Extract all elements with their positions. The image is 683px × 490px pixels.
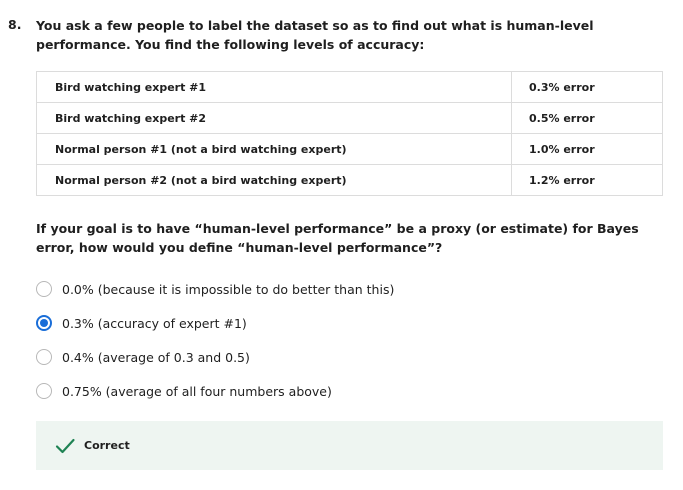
answer-option-2[interactable]: 0.3% (accuracy of expert #1) <box>34 306 634 340</box>
feedback-banner: Correct <box>36 421 663 470</box>
answer-options: 0.0% (because it is impossible to do bet… <box>34 272 634 408</box>
table-cell-label: Bird watching expert #1 <box>36 71 512 103</box>
answer-option-1[interactable]: 0.0% (because it is impossible to do bet… <box>34 272 634 306</box>
question-number: 8. <box>8 17 22 32</box>
checkmark-icon <box>55 438 75 453</box>
feedback-label: Correct <box>84 439 130 452</box>
table-cell-label: Normal person #2 (not a bird watching ex… <box>36 164 512 196</box>
table-cell-error: 0.5% error <box>511 102 663 134</box>
table-row: Normal person #1 (not a bird watching ex… <box>36 133 663 165</box>
option-label: 0.0% (because it is impossible to do bet… <box>62 281 395 297</box>
table-cell-label: Normal person #1 (not a bird watching ex… <box>36 133 512 165</box>
radio-button[interactable] <box>36 383 52 399</box>
table-cell-error: 1.2% error <box>511 164 663 196</box>
table-row: Bird watching expert #2 0.5% error <box>36 102 663 134</box>
table-cell-error: 0.3% error <box>511 71 663 103</box>
table-cell-label: Bird watching expert #2 <box>36 102 512 134</box>
option-label: 0.4% (average of 0.3 and 0.5) <box>62 349 250 365</box>
table-cell-error: 1.0% error <box>511 133 663 165</box>
answer-option-4[interactable]: 0.75% (average of all four numbers above… <box>34 374 634 408</box>
radio-button-selected[interactable] <box>36 315 52 331</box>
radio-button[interactable] <box>36 349 52 365</box>
accuracy-table: Bird watching expert #1 0.3% error Bird … <box>36 71 663 196</box>
question-prompt: If your goal is to have “human-level per… <box>36 221 639 255</box>
answer-option-3[interactable]: 0.4% (average of 0.3 and 0.5) <box>34 340 634 374</box>
option-label: 0.3% (accuracy of expert #1) <box>62 315 247 331</box>
table-row: Normal person #2 (not a bird watching ex… <box>36 164 663 196</box>
question-text: You ask a few people to label the datase… <box>36 18 594 52</box>
option-label: 0.75% (average of all four numbers above… <box>62 383 332 399</box>
radio-button[interactable] <box>36 281 52 297</box>
table-row: Bird watching expert #1 0.3% error <box>36 71 663 103</box>
